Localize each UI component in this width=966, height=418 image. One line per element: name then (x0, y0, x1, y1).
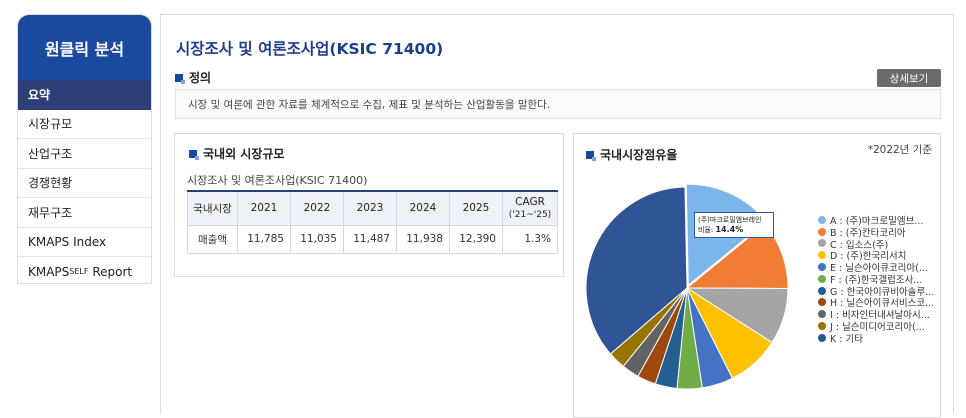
legend-item[interactable]: D : (주)한국리서치 (818, 249, 934, 263)
table-header-row: 국내시장 2021 2022 2023 2024 2025 CAGR ('21~… (187, 190, 558, 226)
legend-dot-icon (818, 310, 826, 319)
legend-dot-icon (818, 251, 826, 260)
legend-dot-icon (818, 263, 826, 272)
legend-label: B : (주)칸타코리아 (830, 227, 906, 239)
market-share-heading: 국내시장점유율 (586, 146, 677, 163)
pie-slice[interactable] (585, 186, 688, 355)
table-cell: 11,938 (396, 224, 450, 254)
sidebar-item-competition[interactable]: 경쟁현황 (18, 169, 151, 198)
legend-label: I : 비자인터내셔날아시... (830, 310, 930, 322)
table-header-cell: 2021 (237, 190, 291, 226)
legend-label: H : 닐슨아이큐서비스코... (830, 298, 935, 310)
definition-heading-text: 정의 (189, 71, 212, 85)
market-size-heading-text: 국내외 시장규모 (203, 147, 285, 161)
table-header-cell: 2022 (290, 190, 344, 226)
legend-item[interactable]: B : (주)칸타코리아 (818, 226, 934, 239)
pie-tooltip: (주)마크로밀엠브레인 비율: 14.4% (694, 212, 774, 238)
market-size-card: 국내외 시장규모 시장조사 및 여론조사업(KSIC 71400) 국내시장 2… (174, 133, 564, 277)
detail-view-button[interactable]: 상세보기 (877, 69, 941, 87)
tooltip-ratio-label: 비율: (698, 226, 714, 234)
legend-dot-icon (818, 322, 826, 331)
legend-item[interactable]: E : 닐슨아이큐코리아(... (818, 261, 934, 275)
legend-item[interactable]: I : 비자인터내셔날아시... (818, 308, 934, 322)
market-share-heading-text: 국내시장점유율 (600, 148, 678, 162)
legend-label: K : 기타 (830, 333, 863, 345)
table-header-cagr: CAGR ('21~'25) (502, 190, 558, 226)
legend-dot-icon (818, 239, 826, 248)
market-size-heading: 국내외 시장규모 (189, 145, 284, 162)
legend-dot-icon (818, 274, 826, 283)
market-size-subtitle: 시장조사 및 여론조사업(KSIC 71400) (187, 174, 368, 187)
market-share-card: 국내시장점유율 *2022년 기준 (주)마크로밀엠브레인 비율: 14.4% … (573, 133, 941, 418)
sidebar-item-industry-structure[interactable]: 산업구조 (18, 139, 151, 169)
market-size-table: 국내시장 2021 2022 2023 2024 2025 CAGR ('21~… (187, 190, 558, 254)
sidebar-item-financial-structure[interactable]: 재무구조 (18, 198, 151, 228)
main-panel: 시장조사 및 여론조사업(KSIC 71400) 정의 상세보기 시장 및 여론… (160, 14, 954, 418)
sidebar-item-summary[interactable]: 요약 (18, 80, 151, 110)
legend-item[interactable]: J : 닐슨미디어코리아(... (818, 320, 934, 334)
table-cell: 12,390 (449, 224, 503, 254)
legend-item[interactable]: G : 한국아이큐비아솔루... (818, 285, 935, 298)
table-cell: 1.3% (502, 224, 558, 254)
table-cell: 11,035 (290, 224, 344, 254)
tooltip-name: (주)마크로밀엠브레인 (698, 216, 762, 224)
basis-year-note: *2022년 기준 (867, 144, 932, 156)
self-superscript: SELF (69, 267, 89, 277)
legend-item[interactable]: K : 기타 (818, 332, 934, 345)
definition-text: 시장 및 여론에 관한 자료를 체계적으로 수집, 제표 및 분석하는 산업활동… (175, 89, 941, 119)
tooltip-ratio: 비율: 14.4% (698, 225, 770, 235)
legend-item[interactable]: F : (주)한국갤럽조사... (818, 273, 934, 286)
pie-legend: A : (주)마크로밀엠브... B : (주)칸타코리아 C : 입소스(주) D … (818, 214, 935, 345)
sidebar-item-market-size[interactable]: 시장규모 (18, 110, 151, 139)
legend-label: C : 입소스(주) (830, 239, 889, 251)
table-header-cell: 2025 (449, 190, 503, 226)
table-cell: 매출액 (187, 224, 238, 254)
legend-label: J : 닐슨미디어코리아(... (830, 322, 925, 334)
definition-heading: 정의 (175, 69, 211, 86)
table-header-cell: 2024 (396, 190, 450, 226)
report-label: Report (88, 264, 133, 279)
sidebar: 원클릭 분석 요약 시장규모 산업구조 경쟁현황 재무구조 KMAPS Inde… (17, 14, 152, 284)
page-title: 시장조사 및 여론조사업(KSIC 71400) (176, 40, 444, 58)
legend-label: G : 한국아이큐비아솔루... (830, 286, 935, 298)
section-bullet-icon (189, 149, 199, 160)
legend-label: E : 닐슨아이큐코리아(... (830, 263, 928, 275)
sidebar-title: 원클릭 분석 (18, 15, 151, 80)
kmaps-label: KMAPS (28, 264, 70, 279)
legend-label: D : (주)한국리서치 (830, 251, 907, 263)
table-header-cell: 2023 (343, 190, 397, 226)
legend-dot-icon (818, 227, 826, 236)
market-share-pie-chart (585, 183, 789, 390)
tooltip-ratio-value: 14.4% (715, 225, 744, 234)
legend-dot-icon (818, 286, 826, 295)
legend-item[interactable]: C : 입소스(주) (818, 238, 934, 251)
cagr-label: CAGR (515, 195, 545, 208)
section-bullet-icon (175, 73, 185, 84)
cagr-period: ('21~'25) (508, 209, 552, 220)
sidebar-item-kmaps-index[interactable]: KMAPS Index (18, 228, 151, 257)
table-row: 매출액 11,785 11,035 11,487 11,938 12,390 1… (187, 224, 558, 254)
table-cell: 11,785 (237, 224, 291, 254)
sidebar-item-kmaps-self-report[interactable]: KMAPS SELF Report (18, 257, 151, 287)
legend-dot-icon (818, 215, 826, 224)
legend-label: A : (주)마크로밀엠브... (830, 215, 924, 227)
table-header-cell: 국내시장 (187, 190, 238, 226)
legend-label: F : (주)한국갤럽조사... (830, 274, 923, 286)
table-cell: 11,487 (343, 224, 397, 254)
legend-item[interactable]: H : 닐슨아이큐서비스코... (818, 297, 934, 309)
section-bullet-icon (586, 150, 596, 161)
legend-item[interactable]: A : (주)마크로밀엠브... (818, 214, 934, 227)
legend-dot-icon (818, 298, 826, 307)
legend-dot-icon (818, 333, 826, 342)
